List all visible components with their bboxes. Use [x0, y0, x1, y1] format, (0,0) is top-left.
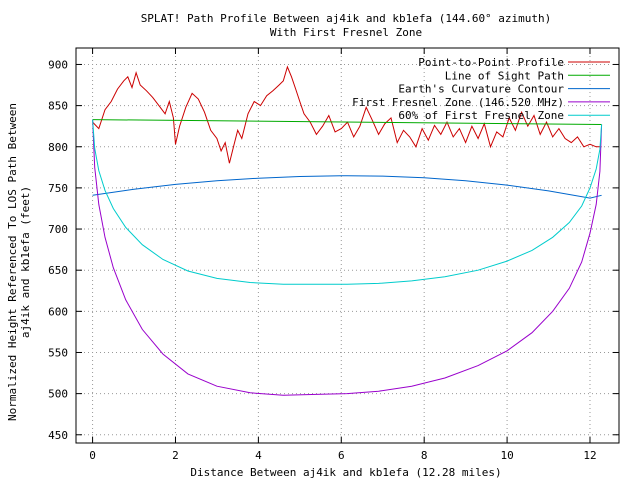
series-group — [92, 65, 603, 396]
plot-frame — [75, 47, 620, 444]
legend-label: Point-to-Point Profile — [418, 56, 564, 69]
series-line-0 — [92, 65, 602, 164]
series-line-2 — [92, 175, 602, 199]
y-tick-label: 800 — [48, 141, 68, 154]
chart-subtitle: With First Fresnel Zone — [270, 26, 422, 39]
x-tick-label: 12 — [583, 449, 596, 462]
x-tick-label: 8 — [421, 449, 428, 462]
legend-label: First Fresnel Zone (146.520 MHz) — [352, 96, 564, 109]
legend-label: Line of Sight Path — [445, 69, 564, 82]
y-tick-label: 700 — [48, 223, 68, 236]
y-tick-label: 750 — [48, 182, 68, 195]
y-tick-label: 900 — [48, 58, 68, 71]
y-axis-label-line2: aj4ik and kb1efa (feet) — [19, 186, 32, 338]
series-line-4 — [92, 119, 603, 285]
x-axis-label: Distance Between aj4ik and kb1efa (12.28… — [190, 466, 501, 479]
series-line-3 — [92, 119, 603, 396]
y-tick-label: 500 — [48, 388, 68, 401]
y-tick-label: 450 — [48, 429, 68, 442]
chart-title: SPLAT! Path Profile Between aj4ik and kb… — [141, 12, 552, 25]
x-tick-label: 6 — [338, 449, 345, 462]
y-tick-label: 550 — [48, 346, 68, 359]
x-tick-label: 4 — [255, 449, 262, 462]
x-tick-label: 2 — [172, 449, 179, 462]
axes: 0 2 4 6 8 10 12 450 500 550 600 650 700 750 800 850 900 — [48, 48, 619, 462]
series-line-1 — [92, 119, 602, 125]
y-tick-label: 600 — [48, 305, 68, 318]
x-tick-label: 0 — [89, 449, 96, 462]
legend-label: Earth's Curvature Contour — [398, 83, 564, 96]
legend-label: 60% of First Fresnel Zone — [398, 109, 564, 122]
y-axis-label-line1: Normalized Height Referenced To LOS Path… — [6, 103, 19, 421]
y-tick-label: 850 — [48, 100, 68, 113]
x-tick-label: 10 — [500, 449, 513, 462]
y-tick-label: 650 — [48, 264, 68, 277]
